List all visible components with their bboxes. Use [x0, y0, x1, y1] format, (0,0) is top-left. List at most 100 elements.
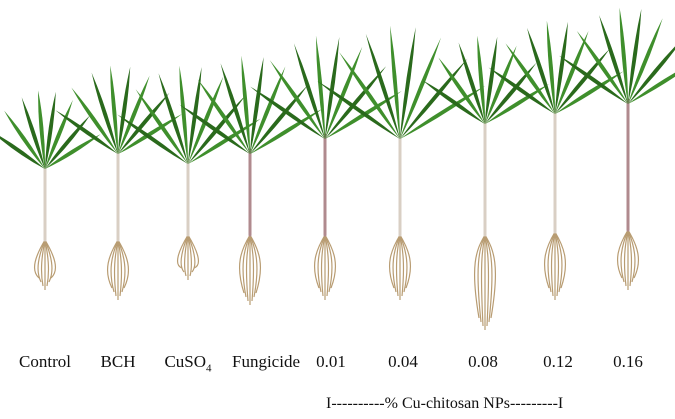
label-cuso4-subscript: 4	[206, 362, 212, 375]
seedling-roots-0-01	[313, 234, 337, 300]
label-0-01: 0.01	[316, 352, 346, 371]
seedling-leaves-0-16	[558, 7, 675, 105]
leaf-blade	[250, 108, 323, 154]
seedling-bch	[55, 65, 183, 300]
leaf-blade	[118, 75, 150, 154]
leaf-blade	[118, 66, 131, 154]
root-strand	[399, 234, 412, 289]
seedling-leaves-0-12	[488, 20, 624, 115]
leaf-blade	[4, 110, 45, 169]
seedling-roots-0-12	[543, 231, 567, 300]
root-strand	[187, 234, 200, 269]
root-strand	[37, 239, 46, 283]
root-strand	[388, 234, 401, 289]
root-strand	[392, 234, 401, 293]
root-strand	[320, 234, 326, 297]
seedling-leaves-0-08	[422, 35, 550, 125]
seedling-control	[0, 90, 101, 290]
label-0-08: 0.08	[468, 352, 498, 371]
seedling-0-08	[422, 35, 550, 330]
leaf-blade	[0, 136, 45, 169]
leaf-blade	[619, 7, 628, 104]
label-0-04: 0.04	[388, 352, 418, 371]
seedling-0-16	[558, 7, 675, 290]
leaf-blade	[485, 83, 550, 124]
root-strand	[484, 234, 493, 323]
root-strand	[616, 229, 629, 279]
seedling-leaves-fungicide	[179, 55, 323, 154]
root-strand	[620, 229, 629, 283]
root-strand	[249, 234, 262, 294]
root-strand	[627, 229, 633, 287]
root-strand	[106, 239, 119, 289]
seedling-roots-0-08	[474, 234, 496, 330]
leaf-blade	[546, 20, 555, 114]
seedling-roots-0-04	[388, 234, 412, 300]
leaf-blade	[422, 80, 485, 124]
leaf-blade	[527, 27, 555, 115]
leaf-blade	[558, 55, 628, 104]
seedling-cuso4	[117, 65, 261, 280]
leaf-blade	[269, 60, 325, 139]
leaf-blade	[400, 27, 416, 139]
leaf-blade	[118, 113, 183, 154]
cu-chitosan-range-label: I----------% Cu-chitosan NPs---------I	[326, 395, 564, 412]
root-strand	[187, 234, 193, 277]
leaf-blade	[555, 31, 589, 114]
leaf-blade	[458, 42, 485, 124]
root-strand	[623, 229, 629, 287]
label-cuso4: CuSO4	[164, 352, 211, 374]
leaf-blade	[250, 86, 325, 139]
leaf-blade	[45, 91, 56, 169]
seedling-roots-cuso4	[176, 234, 200, 280]
root-strand	[324, 234, 330, 297]
root-strand	[399, 234, 405, 297]
root-strand	[117, 239, 126, 293]
leaf-blade	[250, 56, 264, 154]
root-strand	[395, 234, 401, 297]
label-bch: BCH	[100, 352, 136, 371]
leaf-blade	[599, 15, 628, 104]
root-strand	[324, 234, 337, 289]
root-strand	[180, 234, 189, 273]
leaf-blade	[339, 51, 400, 139]
root-strand	[480, 234, 486, 327]
seedling-roots-0-16	[616, 229, 640, 290]
root-strand	[117, 239, 123, 297]
root-strand	[554, 231, 563, 293]
leaf-blade	[628, 72, 675, 104]
leaf-blade	[45, 134, 101, 169]
root-strand	[249, 234, 258, 298]
root-strand	[324, 234, 333, 293]
root-strand	[238, 234, 251, 294]
leaf-blade	[241, 55, 250, 154]
leaf-blade	[250, 66, 286, 154]
root-strand	[187, 234, 196, 273]
seedling-roots-control	[33, 239, 57, 290]
root-strand	[474, 234, 486, 319]
label-cuso4-text: CuSO	[164, 352, 207, 371]
root-strand	[44, 239, 53, 283]
leaf-blade	[485, 45, 517, 124]
root-strand	[317, 234, 326, 293]
root-strand	[176, 234, 189, 269]
root-strand	[627, 229, 640, 279]
leaf-blade	[21, 97, 45, 169]
label-0-12: 0.12	[543, 352, 573, 371]
leaf-blade	[555, 48, 610, 114]
root-strand	[399, 234, 408, 293]
leaf-blade	[390, 25, 400, 139]
label-control: Control	[19, 352, 71, 371]
root-strand	[44, 239, 50, 287]
seedling-0-04	[317, 25, 486, 300]
leaf-blade	[505, 43, 555, 114]
leaf-blade	[485, 62, 537, 124]
leaf-blade	[71, 87, 118, 154]
leaf-blade	[555, 21, 568, 115]
leaf-blade	[220, 63, 250, 154]
leaf-blade	[158, 73, 188, 164]
leaf-blade	[117, 114, 188, 164]
leaf-blade	[188, 76, 224, 164]
leaf-blade	[317, 80, 400, 139]
